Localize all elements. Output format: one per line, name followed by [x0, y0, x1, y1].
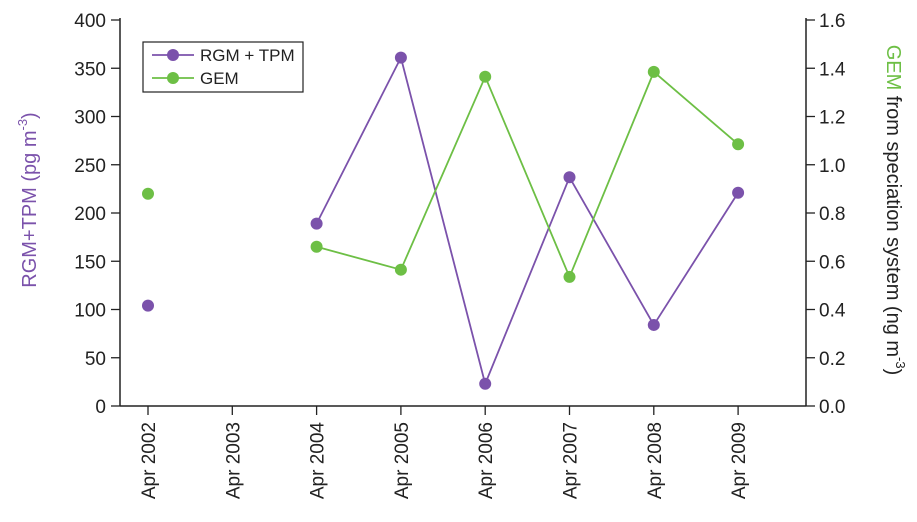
series-line-gem	[316, 70, 739, 278]
y-right-tick-label: 0.2	[819, 349, 845, 370]
legend-label-rgm: RGM + TPM	[200, 46, 295, 65]
data-point-rgm	[563, 171, 576, 184]
x-tick-label: Apr 2009	[729, 422, 750, 499]
y-left-tick-label: 400	[74, 11, 106, 32]
y-left-tick-label: 100	[74, 301, 106, 322]
y-left-tick-label: 300	[74, 108, 106, 129]
data-point-rgm	[394, 51, 407, 64]
y-right-label-gem: GEM	[882, 45, 904, 91]
data-point-gem	[142, 187, 154, 200]
y-left-label-close: )	[19, 112, 41, 119]
y-left-tick-label: 50	[85, 349, 106, 370]
y-right-tick-label: 0.0	[819, 397, 845, 418]
x-tick-label: Apr 2003	[223, 422, 244, 499]
data-point-gem	[563, 270, 576, 283]
y-left-label-main: RGM+TPM (pg m	[19, 130, 41, 287]
y-axis-right-label: GEM from speciation system (ng m-3)	[882, 45, 908, 376]
axes: 0 50 100 150 200 250 300 350 400 0.0 0.2 0.4 0.6 0.8 1…	[74, 11, 846, 499]
y-right-label-close: )	[882, 369, 904, 376]
y-right-label-rest: from speciation system (ng m	[882, 90, 904, 357]
data-point-gem	[732, 138, 745, 151]
y-left-tick-label: 0	[95, 397, 106, 418]
x-tick-label: Apr 2006	[476, 422, 497, 499]
y-right-tick-label: 1.0	[819, 156, 845, 177]
data-point-rgm	[310, 217, 323, 230]
legend: RGM + TPM GEM	[142, 41, 304, 93]
y-right-tick-label: 0.8	[819, 204, 845, 225]
y-left-tick-label: 250	[74, 156, 106, 177]
legend-marker-rgm	[167, 49, 179, 61]
y-left-tick-label: 350	[74, 59, 106, 80]
data-point-rgm	[142, 299, 154, 312]
legend-label-gem: GEM	[200, 69, 239, 88]
x-tick-label: Apr 2007	[561, 422, 582, 499]
y-right-label-sup: -3	[893, 357, 908, 369]
x-tick-label: Apr 2005	[392, 422, 413, 499]
y-right-tick-label: 1.6	[819, 11, 845, 32]
data-point-rgm	[479, 377, 492, 390]
x-tick-label: Apr 2002	[139, 422, 160, 499]
y-right-tick-label: 1.4	[819, 59, 846, 80]
x-tick-label: Apr 2008	[645, 422, 666, 499]
y-right-tick-label: 0.6	[819, 252, 845, 273]
y-right-tick-label: 0.4	[819, 301, 846, 322]
y-axis-left-label: RGM+TPM (pg m-3)	[15, 112, 41, 287]
y-left-tick-label: 200	[74, 204, 106, 225]
series-layer	[142, 51, 745, 390]
data-point-rgm	[732, 186, 745, 199]
data-point-gem	[479, 70, 492, 83]
data-point-rgm	[647, 318, 660, 331]
data-point-gem	[310, 240, 323, 253]
data-point-gem	[394, 263, 407, 276]
y-left-label-sup: -3	[15, 119, 30, 131]
legend-marker-gem	[167, 72, 179, 84]
y-right-tick-label: 1.2	[819, 108, 845, 129]
series-line-rgm	[315, 56, 739, 385]
x-tick-label: Apr 2004	[308, 422, 329, 500]
data-point-gem	[647, 65, 660, 78]
y-left-tick-label: 150	[74, 252, 106, 273]
